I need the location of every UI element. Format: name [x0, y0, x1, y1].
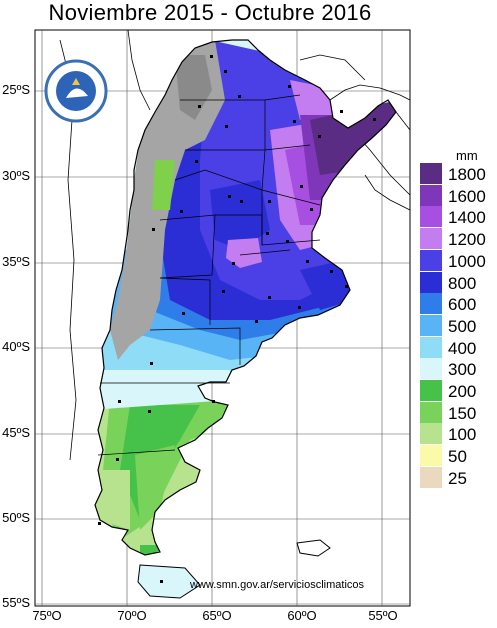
legend-item: 1000	[420, 249, 497, 271]
legend-swatch	[420, 163, 442, 184]
lon-tick-70: 70ºO	[117, 608, 147, 623]
lon-tick-55: 55ºO	[368, 608, 398, 623]
legend-label: 1800	[448, 165, 486, 184]
legend-swatch	[420, 184, 442, 206]
legend-item: 800	[420, 271, 497, 293]
legend-item: 25	[420, 466, 497, 488]
lat-tick-40: 40ºS	[2, 339, 30, 354]
legend-unit: mm	[456, 148, 478, 163]
legend-label: 50	[448, 447, 467, 467]
legend-swatch	[420, 293, 442, 315]
legend-swatch	[420, 249, 442, 271]
legend-item: 600	[420, 293, 497, 315]
legend-label: 1000	[448, 251, 486, 271]
legend-swatch	[420, 445, 442, 467]
lon-tick-75: 75ºO	[32, 608, 62, 623]
legend-swatch	[420, 358, 442, 380]
legend-label: 300	[448, 360, 477, 380]
map-title: Noviembre 2015 - Octubre 2016	[48, 0, 372, 25]
legend-item: 400	[420, 336, 497, 358]
neighbor-borders	[59, 29, 411, 461]
legend-item: 200	[420, 380, 497, 401]
lat-tick-30: 30ºS	[2, 168, 30, 183]
station-markers	[98, 55, 376, 583]
lat-tick-35: 35ºS	[2, 254, 30, 269]
legend-swatch	[420, 401, 442, 423]
legend-label: 200	[448, 382, 477, 401]
legend-item: 1400	[420, 206, 497, 228]
argentina-border	[94, 39, 397, 556]
legend-label: 150	[448, 403, 477, 423]
legend-label: 1400	[448, 208, 486, 228]
lat-tick-25: 25ºS	[2, 82, 30, 97]
legend-label: 25	[448, 468, 467, 488]
legend-swatch	[420, 423, 442, 445]
tierra-del-fuego	[137, 564, 201, 599]
lon-tick-65: 65ºO	[202, 608, 232, 623]
legend-label: 1200	[448, 230, 486, 250]
legend-item: 1800	[420, 163, 497, 184]
smn-logo	[44, 59, 108, 123]
legend-swatch	[420, 206, 442, 228]
legend-item: 500	[420, 314, 497, 336]
legend-label: 400	[448, 338, 477, 358]
legend-swatch	[420, 314, 442, 336]
legend-swatch	[420, 271, 442, 293]
lat-tick-50: 50ºS	[2, 510, 30, 525]
province-borders	[97, 94, 321, 456]
legend-item: 1200	[420, 228, 497, 250]
legend-item: 100	[420, 423, 497, 445]
legend-label: 800	[448, 273, 477, 293]
legend-label: 600	[448, 295, 477, 315]
legend-label: 1600	[448, 186, 486, 206]
legend-item: 150	[420, 401, 497, 423]
legend-label: 500	[448, 316, 477, 336]
malvinas-islands	[296, 539, 331, 557]
lon-tick-60: 60ºO	[287, 608, 317, 623]
legend-swatch	[420, 228, 442, 250]
credit-url: www.smn.gov.ar/serviciosclimaticos	[190, 579, 365, 591]
legend-item: 300	[420, 358, 497, 380]
legend-item: 1600	[420, 184, 497, 206]
lat-tick-55: 55ºS	[2, 595, 30, 610]
legend-swatch	[420, 466, 442, 488]
legend-label: 100	[448, 425, 477, 445]
legend-swatch	[420, 380, 442, 401]
lat-tick-45: 45ºS	[2, 425, 30, 440]
legend-item: 50	[420, 445, 497, 467]
legend-swatch	[420, 336, 442, 358]
